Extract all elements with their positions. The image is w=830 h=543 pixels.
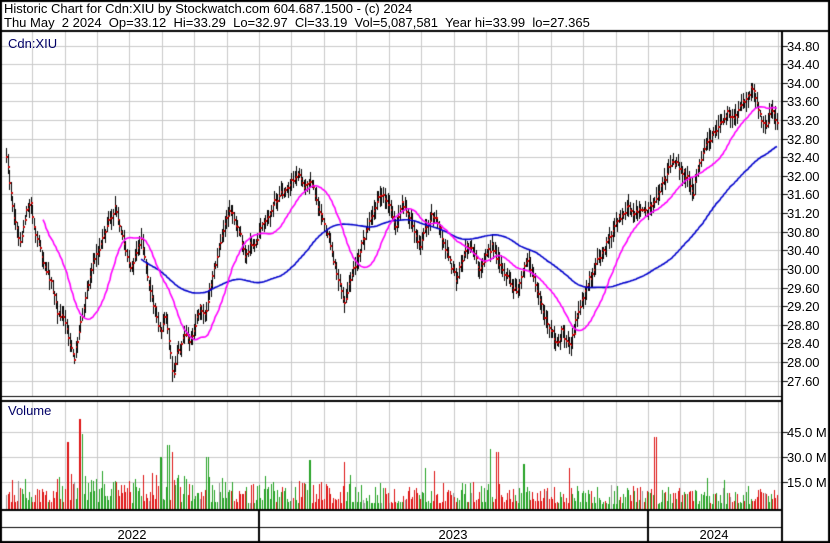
price-axis-label: 30.80 [787,225,820,240]
price-axis-label: 34.00 [787,76,820,91]
volume-axis-label: 45.0 M [787,425,827,440]
price-axis-label: 34.80 [787,39,820,54]
price-axis-label: 28.80 [787,318,820,333]
x-axis-year-2022: 2022 [117,527,147,542]
price-axis-label: 30.00 [787,262,820,277]
price-axis-label: 30.40 [787,243,820,258]
price-axis-label: 28.40 [787,336,820,351]
x-axis-year-2024: 2024 [699,527,729,542]
volume-axis-label: 15.0 M [787,475,827,490]
price-axis-label: 27.60 [787,374,820,389]
price-axis-label: 32.00 [787,169,820,184]
price-axis-label: 28.00 [787,355,820,370]
price-axis-label: 32.80 [787,132,820,147]
price-axis-label: 31.60 [787,187,820,202]
price-axis-label: 33.60 [787,94,820,109]
chart-title: Historic Chart for Cdn:XIU by Stockwatch… [4,1,413,16]
price-axis-label: 33.20 [787,113,820,128]
volume-panel-label: Volume [8,403,52,418]
price-axis-label: 31.20 [787,206,820,221]
price-axis-label: 34.40 [787,57,820,72]
price-axis-label: 29.60 [787,281,820,296]
x-axis-year-2023: 2023 [438,527,468,542]
quote-summary: Thu May 2 2024 Op=33.12 Hi=33.29 Lo=32.9… [4,15,590,30]
symbol-label: Cdn:XIU [8,36,58,51]
volume-axis-label: 30.0 M [787,450,827,465]
price-axis-label: 29.20 [787,299,820,314]
price-axis-label: 32.40 [787,150,820,165]
